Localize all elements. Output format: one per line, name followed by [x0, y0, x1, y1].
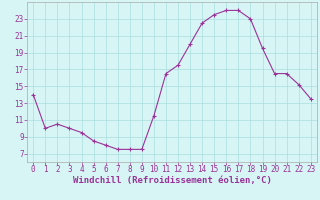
X-axis label: Windchill (Refroidissement éolien,°C): Windchill (Refroidissement éolien,°C) — [73, 176, 271, 185]
